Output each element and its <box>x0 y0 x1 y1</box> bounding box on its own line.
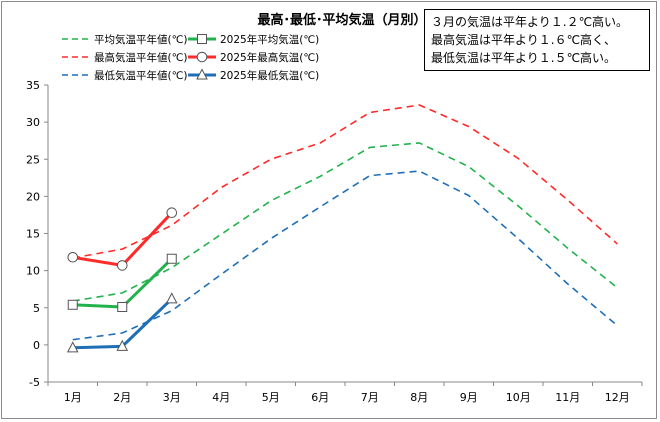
legend-marker <box>196 51 208 63</box>
legend-item: 最低気温平年値(℃) <box>62 69 188 82</box>
series-line <box>72 104 618 259</box>
data-point <box>67 299 78 310</box>
x-tick-label: 9月 <box>460 391 478 404</box>
y-tick-label: 0 <box>33 339 40 352</box>
x-tick-label: 7月 <box>361 391 379 404</box>
legend-item: 2025年最高気温(℃) <box>188 51 319 64</box>
legend-label: 2025年平均気温(℃) <box>220 33 319 46</box>
series-3 <box>67 207 178 271</box>
series-2 <box>72 104 618 259</box>
legend-marker <box>196 68 208 80</box>
data-point <box>166 253 177 264</box>
data-point <box>166 207 178 219</box>
legend-label: 2025年最高気温(℃) <box>220 51 319 64</box>
data-point <box>116 339 129 351</box>
x-tick-label: 6月 <box>311 391 329 404</box>
x-tick-label: 3月 <box>163 391 181 404</box>
x-tick-label: 11月 <box>555 391 580 404</box>
x-tick-label: 12月 <box>605 391 630 404</box>
data-point <box>117 302 128 313</box>
series-4 <box>72 170 618 341</box>
legend-label: 最低気温平年値(℃) <box>94 69 188 82</box>
annotation-line: ３月の気温は平年より１.２℃高い。 <box>431 15 629 29</box>
data-point <box>67 251 79 263</box>
series-line <box>72 142 618 302</box>
series-0 <box>72 142 618 302</box>
y-tick-label: 25 <box>26 153 40 166</box>
legend-item: 2025年平均気温(℃) <box>188 33 319 46</box>
annotation-line: 最低気温は平年より１.５℃高い。 <box>431 51 617 65</box>
legend-item: 2025年最低気温(℃) <box>188 68 319 82</box>
legend-label: 最高気温平年値(℃) <box>94 51 188 64</box>
legend-item: 最高気温平年値(℃) <box>62 51 188 64</box>
series-line <box>72 211 173 267</box>
data-point <box>66 341 79 353</box>
annotation-line: 最高気温は平年より１.６℃高く、 <box>431 33 617 47</box>
series-5 <box>66 292 178 353</box>
x-tick-label: 10月 <box>506 391 531 404</box>
data-point <box>116 260 128 271</box>
legend-marker <box>197 34 207 44</box>
y-tick-label: 20 <box>26 190 40 203</box>
legend-label: 2025年最低気温(℃) <box>220 69 319 82</box>
x-tick-label: 2月 <box>113 391 131 404</box>
data-point <box>165 292 178 304</box>
y-tick-label: -5 <box>29 376 40 389</box>
x-tick-label: 1月 <box>64 391 82 404</box>
chart-title: 最高･最低･平均気温（月別） <box>257 12 426 28</box>
axes: -5 0 5 10 15 20 25 30 35 1月 2月 3月 4月 5月 6月 7月 8月 9月 10月 11月… <box>26 79 643 404</box>
y-tick-label: 35 <box>26 79 40 92</box>
x-tick-label: 4月 <box>212 391 230 404</box>
x-tick-label: 8月 <box>410 391 428 404</box>
legend: 平均気温平年値(℃) 2025年平均気温(℃) 最高気温平年値(℃) 2025年最高気… <box>62 33 319 82</box>
y-tick-label: 15 <box>26 228 40 241</box>
legend-item: 平均気温平年値(℃) <box>62 33 188 46</box>
annotation-box: ３月の気温は平年より１.２℃高い。 最高気温は平年より１.６℃高く、 最低気温は… <box>424 9 650 71</box>
legend-label: 平均気温平年値(℃) <box>94 33 188 46</box>
series-layer <box>66 104 618 353</box>
series-1 <box>67 253 177 313</box>
y-tick-label: 10 <box>26 265 40 278</box>
y-tick-label: 5 <box>33 302 40 315</box>
y-tick-label: 30 <box>26 116 40 129</box>
x-tick-label: 5月 <box>262 391 280 404</box>
series-line <box>72 170 618 341</box>
